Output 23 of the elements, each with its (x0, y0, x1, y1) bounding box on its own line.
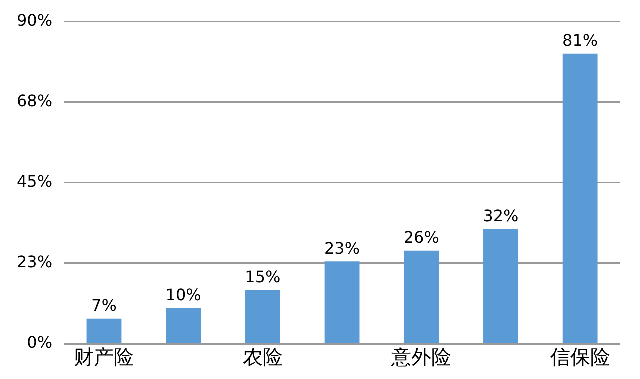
data-label: 7% (92, 296, 117, 316)
y-tick-label: 0% (27, 333, 53, 352)
bar (245, 290, 280, 344)
data-label: 26% (404, 228, 440, 248)
x-tick-label: 农险 (242, 345, 283, 370)
y-tick-label: 68% (17, 91, 53, 110)
bar (562, 54, 598, 344)
data-label: 23% (324, 238, 360, 258)
data-label: 81% (562, 30, 598, 50)
data-label: 15% (245, 267, 281, 286)
data-label: 10% (166, 285, 202, 304)
data-label: 32% (483, 206, 519, 226)
bar (324, 262, 360, 344)
x-tick-label: 财产险 (74, 345, 134, 370)
x-tick-label: 信保险 (550, 345, 610, 370)
bar (484, 229, 518, 344)
bar (404, 250, 440, 344)
y-tick-label: 45% (17, 172, 53, 191)
y-tick-label: 90% (17, 10, 53, 30)
bar (166, 308, 202, 344)
x-tick-label: 意外险 (390, 345, 452, 370)
bar (86, 318, 122, 344)
y-tick-label: 23% (17, 252, 53, 272)
